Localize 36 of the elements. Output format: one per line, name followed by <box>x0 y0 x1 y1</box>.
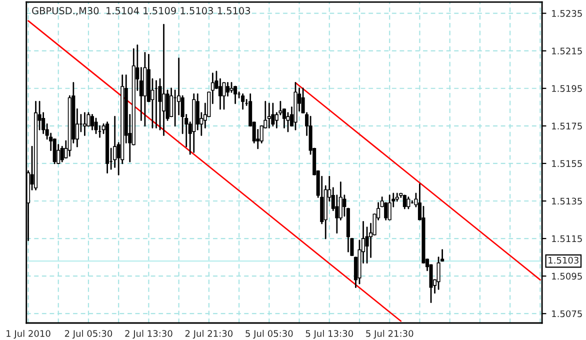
candlestick <box>234 86 238 104</box>
candlestick <box>406 196 410 210</box>
x-tick-label: 1 Jul 2010 <box>6 330 50 339</box>
ref-line-label: 1.5103 <box>548 256 578 264</box>
candlestick <box>271 102 275 127</box>
candlestick <box>436 256 440 290</box>
candlestick <box>286 112 290 132</box>
x-tick-label: 2 Jul 13:30 <box>125 330 172 339</box>
y-tick-label: 1.5155 <box>552 160 582 168</box>
y-tick-label: 1.5095 <box>552 272 582 280</box>
candlestick <box>241 93 245 110</box>
candlestick <box>222 82 226 110</box>
y-tick-label: 1.5235 <box>552 10 582 17</box>
candlestick <box>230 82 234 93</box>
x-tick-label: 2 Jul 05:30 <box>64 330 112 339</box>
y-tick-label: 1.5215 <box>552 48 582 54</box>
candlestick <box>162 24 166 136</box>
candlestick <box>350 238 354 256</box>
candlestick <box>94 118 98 134</box>
candlestick <box>226 82 230 97</box>
candlestick <box>388 194 392 220</box>
y-tick-label: 1.5135 <box>552 198 582 205</box>
chart-title: GBPUSD.,M30 1.5104 1.5109 1.5103 1.5103 <box>32 7 250 16</box>
x-tick-label: 2 Jul 21:30 <box>185 330 233 339</box>
x-tick-label: 5 Jul 13:30 <box>306 330 353 339</box>
candlestick <box>218 78 222 110</box>
candlestick <box>90 114 94 130</box>
x-tick-label: 5 Jul 05:30 <box>246 330 293 339</box>
y-tick-label: 1.5195 <box>552 85 582 92</box>
y-tick-label: 1.5115 <box>552 235 582 242</box>
y-tick-label: 1.5175 <box>552 122 582 130</box>
candlestick <box>82 112 86 136</box>
candlestick <box>402 194 406 210</box>
candlestick <box>267 102 271 128</box>
y-tick-label: 1.5075 <box>552 310 582 318</box>
x-tick-label: 5 Jul 21:30 <box>366 330 414 339</box>
